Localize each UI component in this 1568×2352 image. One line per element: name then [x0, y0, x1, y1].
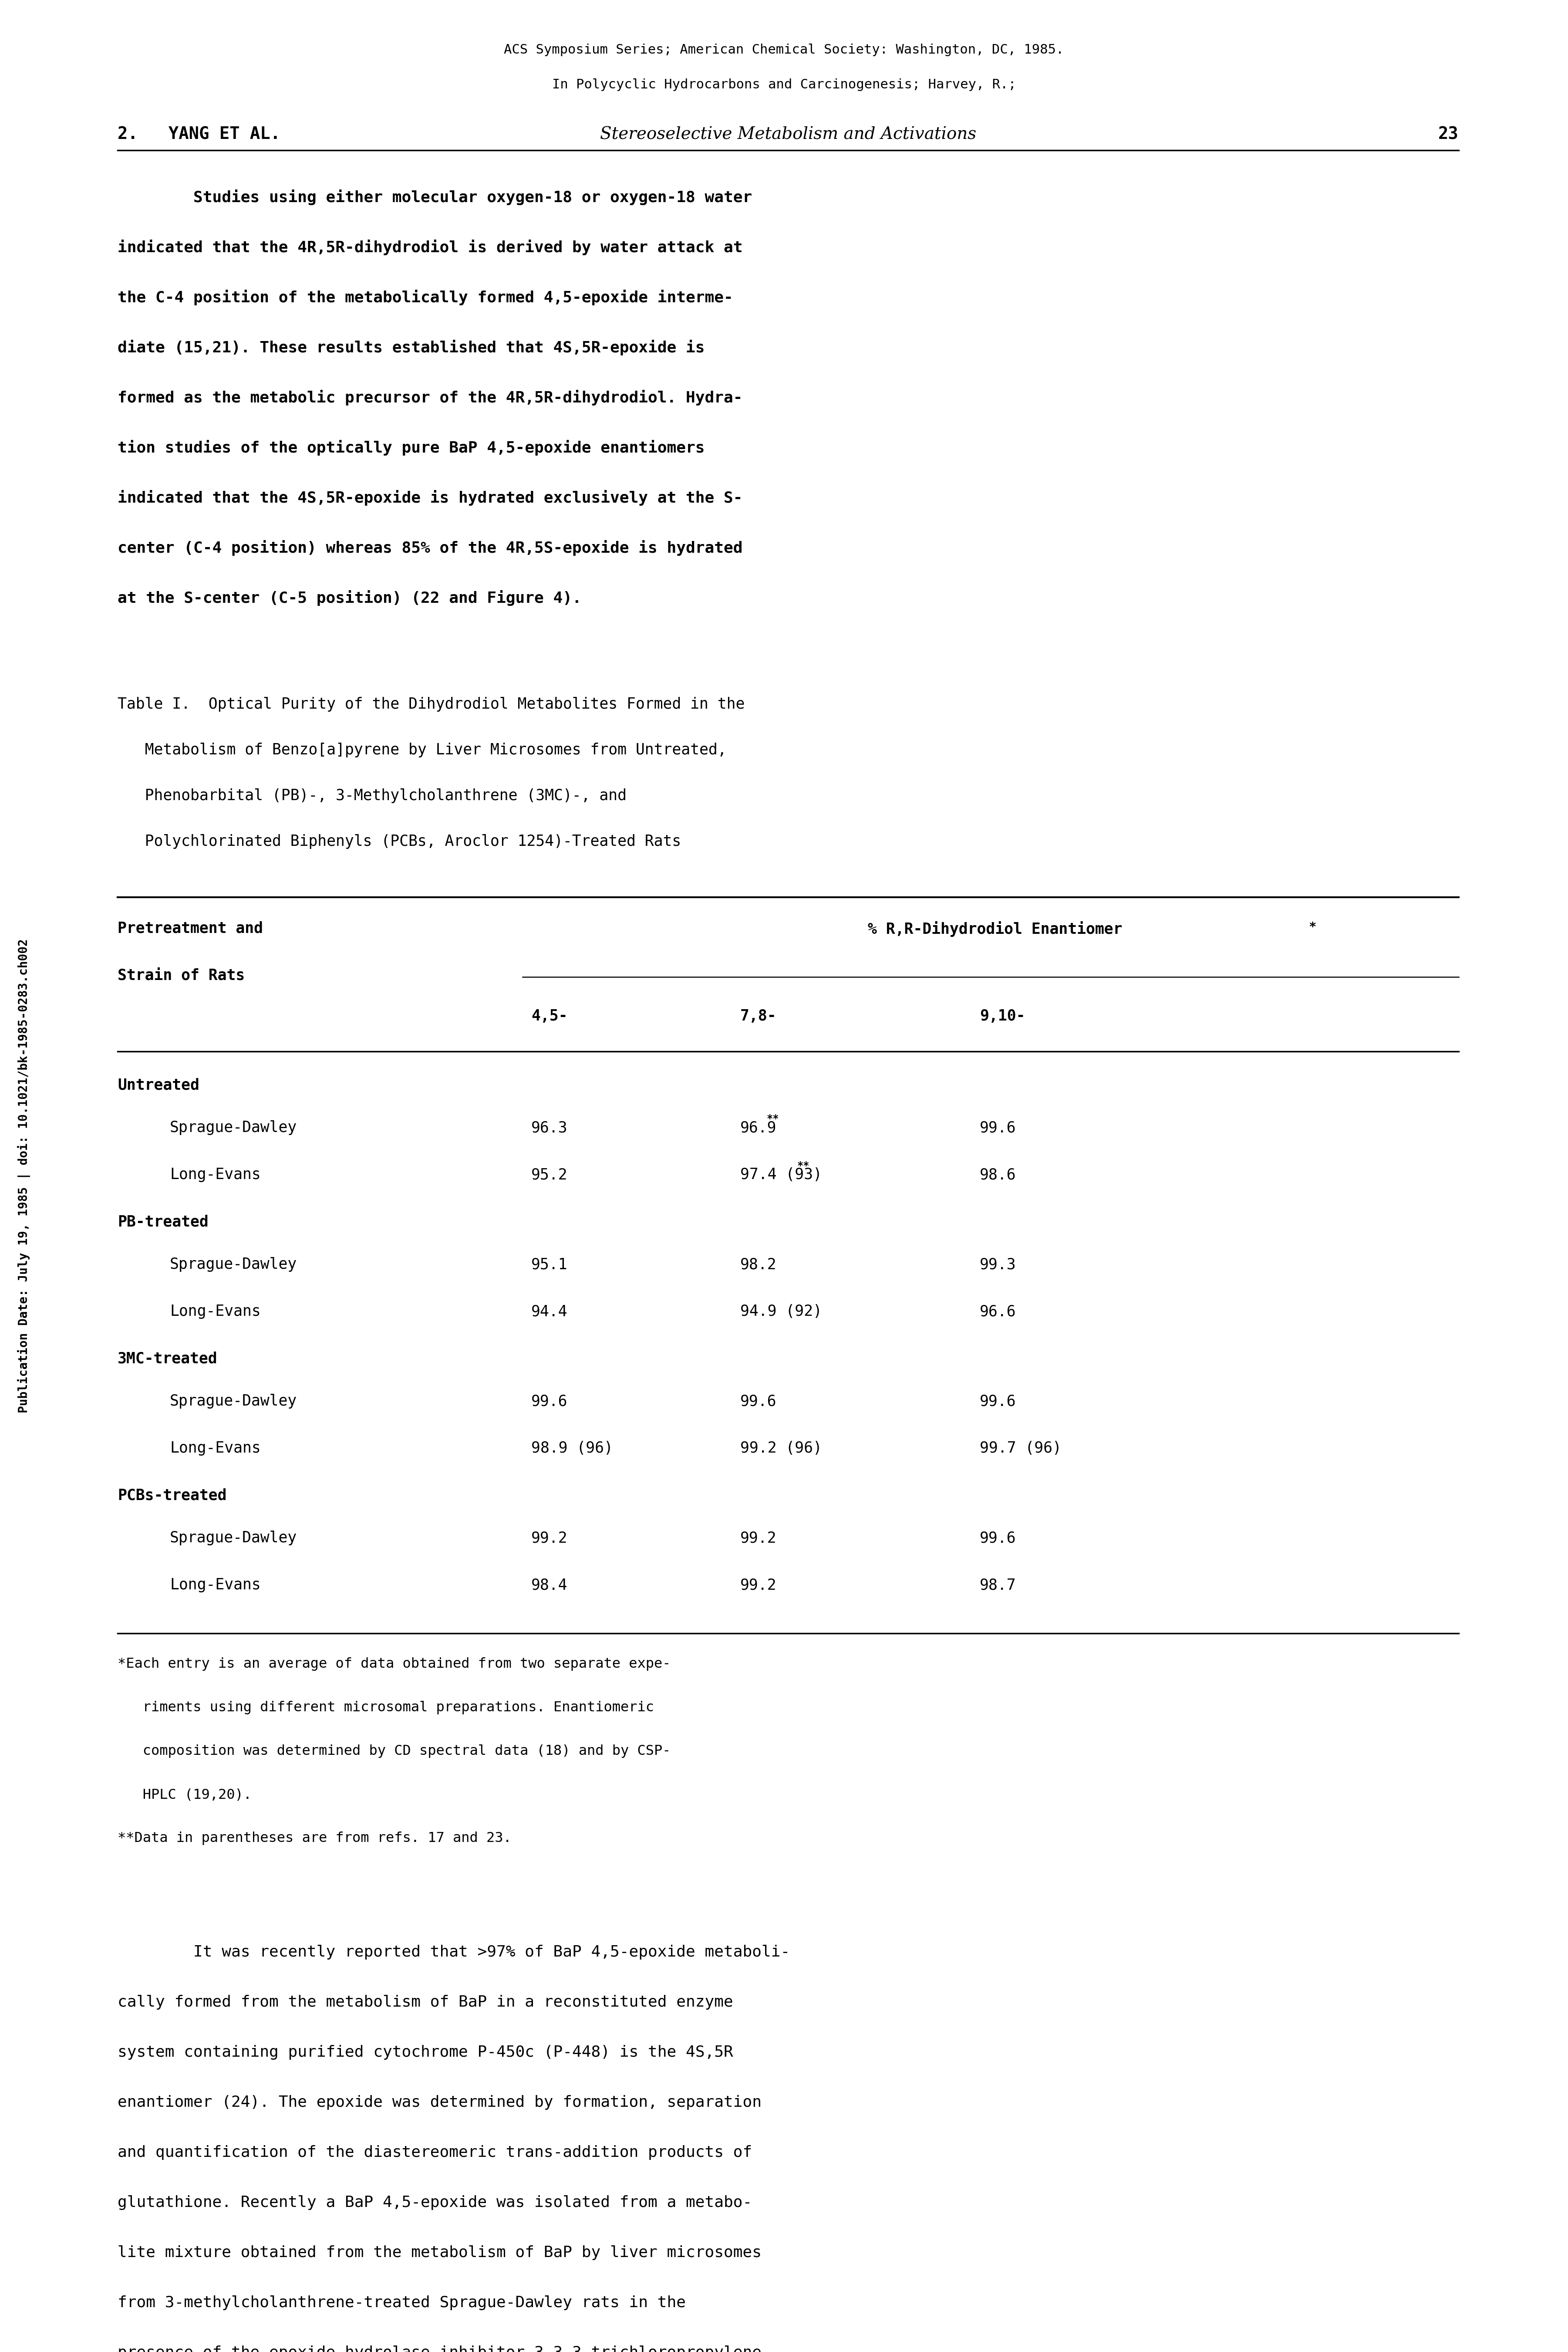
Text: 3MC-treated: 3MC-treated [118, 1350, 218, 1367]
Text: PCBs-treated: PCBs-treated [118, 1489, 227, 1503]
Text: % R,R-Dihydrodiol Enantiomer: % R,R-Dihydrodiol Enantiomer [867, 922, 1123, 936]
Text: riments using different microsomal preparations. Enantiomeric: riments using different microsomal prepa… [118, 1700, 654, 1715]
Text: Long-Evans: Long-Evans [169, 1303, 260, 1319]
Text: 94.9 (92): 94.9 (92) [740, 1303, 822, 1319]
Text: 99.6: 99.6 [980, 1395, 1016, 1409]
Text: 7,8-: 7,8- [740, 1009, 776, 1023]
Text: **Data in parentheses are from refs. 17 and 23.: **Data in parentheses are from refs. 17 … [118, 1832, 511, 1844]
Text: from 3-methylcholanthrene-treated Sprague-Dawley rats in the: from 3-methylcholanthrene-treated Spragu… [118, 2296, 685, 2310]
Text: 98.6: 98.6 [980, 1167, 1016, 1183]
Text: Phenobarbital (PB)-, 3-Methylcholanthrene (3MC)-, and: Phenobarbital (PB)-, 3-Methylcholanthren… [118, 788, 627, 802]
Text: diate (15,21). These results established that 4S,5R-epoxide is: diate (15,21). These results established… [118, 339, 704, 355]
Text: 99.2: 99.2 [740, 1578, 776, 1592]
Text: composition was determined by CD spectral data (18) and by CSP-: composition was determined by CD spectra… [118, 1745, 671, 1757]
Text: formed as the metabolic precursor of the 4R,5R-dihydrodiol. Hydra-: formed as the metabolic precursor of the… [118, 390, 743, 405]
Text: 2.   YANG ET AL.: 2. YANG ET AL. [118, 127, 281, 143]
Text: Long-Evans: Long-Evans [169, 1167, 260, 1183]
Text: and quantification of the diastereomeric trans-addition products of: and quantification of the diastereomeric… [118, 2145, 753, 2159]
Text: 99.2: 99.2 [740, 1531, 776, 1545]
Text: 23: 23 [1438, 127, 1458, 143]
Text: In Polycyclic Hydrocarbons and Carcinogenesis; Harvey, R.;: In Polycyclic Hydrocarbons and Carcinoge… [552, 78, 1016, 92]
Text: Polychlorinated Biphenyls (PCBs, Aroclor 1254)-Treated Rats: Polychlorinated Biphenyls (PCBs, Aroclor… [118, 835, 681, 849]
Text: lite mixture obtained from the metabolism of BaP by liver microsomes: lite mixture obtained from the metabolis… [118, 2246, 762, 2260]
Text: Pretreatment and: Pretreatment and [118, 922, 263, 936]
Text: 4,5-: 4,5- [532, 1009, 568, 1023]
Text: enantiomer (24). The epoxide was determined by formation, separation: enantiomer (24). The epoxide was determi… [118, 2096, 762, 2110]
Text: 95.1: 95.1 [532, 1256, 568, 1272]
Text: 99.2 (96): 99.2 (96) [740, 1442, 822, 1456]
Text: Long-Evans: Long-Evans [169, 1442, 260, 1456]
Text: Sprague-Dawley: Sprague-Dawley [169, 1395, 296, 1409]
Text: HPLC (19,20).: HPLC (19,20). [118, 1788, 252, 1802]
Text: tion studies of the optically pure BaP 4,5-epoxide enantiomers: tion studies of the optically pure BaP 4… [118, 440, 704, 456]
Text: 96.9: 96.9 [740, 1120, 776, 1136]
Text: Sprague-Dawley: Sprague-Dawley [169, 1120, 296, 1136]
Text: Untreated: Untreated [118, 1077, 199, 1091]
Text: presence of the epoxide hydrolase inhibitor 3,3,3-trichloropropylene: presence of the epoxide hydrolase inhibi… [118, 2345, 762, 2352]
Text: **: ** [797, 1162, 809, 1171]
Text: Sprague-Dawley: Sprague-Dawley [169, 1256, 296, 1272]
Text: 99.6: 99.6 [980, 1531, 1016, 1545]
Text: 9,10-: 9,10- [980, 1009, 1025, 1023]
Text: system containing purified cytochrome P-450c (P-448) is the 4S,5R: system containing purified cytochrome P-… [118, 2044, 734, 2060]
Text: indicated that the 4R,5R-dihydrodiol is derived by water attack at: indicated that the 4R,5R-dihydrodiol is … [118, 240, 743, 256]
Text: 98.9 (96): 98.9 (96) [532, 1442, 613, 1456]
Text: 95.2: 95.2 [532, 1167, 568, 1183]
Text: ACS Symposium Series; American Chemical Society: Washington, DC, 1985.: ACS Symposium Series; American Chemical … [503, 45, 1065, 56]
Text: 94.4: 94.4 [532, 1303, 568, 1319]
Text: indicated that the 4S,5R-epoxide is hydrated exclusively at the S-: indicated that the 4S,5R-epoxide is hydr… [118, 489, 743, 506]
Text: *: * [1308, 922, 1316, 934]
Text: 99.6: 99.6 [980, 1120, 1016, 1136]
Text: Publication Date: July 19, 1985 | doi: 10.1021/bk-1985-0283.ch002: Publication Date: July 19, 1985 | doi: 1… [17, 938, 30, 1414]
Text: 97.4 (93): 97.4 (93) [740, 1167, 822, 1183]
Text: at the S-center (C-5 position) (22 and Figure 4).: at the S-center (C-5 position) (22 and F… [118, 590, 582, 607]
Text: 99.6: 99.6 [532, 1395, 568, 1409]
Text: 98.7: 98.7 [980, 1578, 1016, 1592]
Text: *Each entry is an average of data obtained from two separate expe-: *Each entry is an average of data obtain… [118, 1658, 671, 1670]
Text: 99.7 (96): 99.7 (96) [980, 1442, 1062, 1456]
Text: It was recently reported that >97% of BaP 4,5-epoxide metaboli-: It was recently reported that >97% of Ba… [118, 1945, 790, 1959]
Text: Studies using either molecular oxygen-18 or oxygen-18 water: Studies using either molecular oxygen-18… [118, 191, 753, 205]
Text: 99.3: 99.3 [980, 1256, 1016, 1272]
Text: 98.2: 98.2 [740, 1256, 776, 1272]
Text: 99.6: 99.6 [740, 1395, 776, 1409]
Text: glutathione. Recently a BaP 4,5-epoxide was isolated from a metabo-: glutathione. Recently a BaP 4,5-epoxide … [118, 2194, 753, 2211]
Text: 96.6: 96.6 [980, 1303, 1016, 1319]
Text: 98.4: 98.4 [532, 1578, 568, 1592]
Text: center (C-4 position) whereas 85% of the 4R,5S-epoxide is hydrated: center (C-4 position) whereas 85% of the… [118, 541, 743, 555]
Text: **: ** [767, 1115, 779, 1124]
Text: 99.2: 99.2 [532, 1531, 568, 1545]
Text: Long-Evans: Long-Evans [169, 1578, 260, 1592]
Text: 96.3: 96.3 [532, 1120, 568, 1136]
Text: Table I.  Optical Purity of the Dihydrodiol Metabolites Formed in the: Table I. Optical Purity of the Dihydrodi… [118, 696, 745, 713]
Text: Metabolism of Benzo[a]pyrene by Liver Microsomes from Untreated,: Metabolism of Benzo[a]pyrene by Liver Mi… [118, 743, 726, 757]
Text: Strain of Rats: Strain of Rats [118, 969, 245, 983]
Text: Sprague-Dawley: Sprague-Dawley [169, 1531, 296, 1545]
Text: Stereoselective Metabolism and Activations: Stereoselective Metabolism and Activatio… [601, 127, 977, 143]
Text: PB-treated: PB-treated [118, 1214, 209, 1230]
Text: cally formed from the metabolism of BaP in a reconstituted enzyme: cally formed from the metabolism of BaP … [118, 1994, 734, 2009]
Text: the C-4 position of the metabolically formed 4,5-epoxide interme-: the C-4 position of the metabolically fo… [118, 289, 734, 306]
